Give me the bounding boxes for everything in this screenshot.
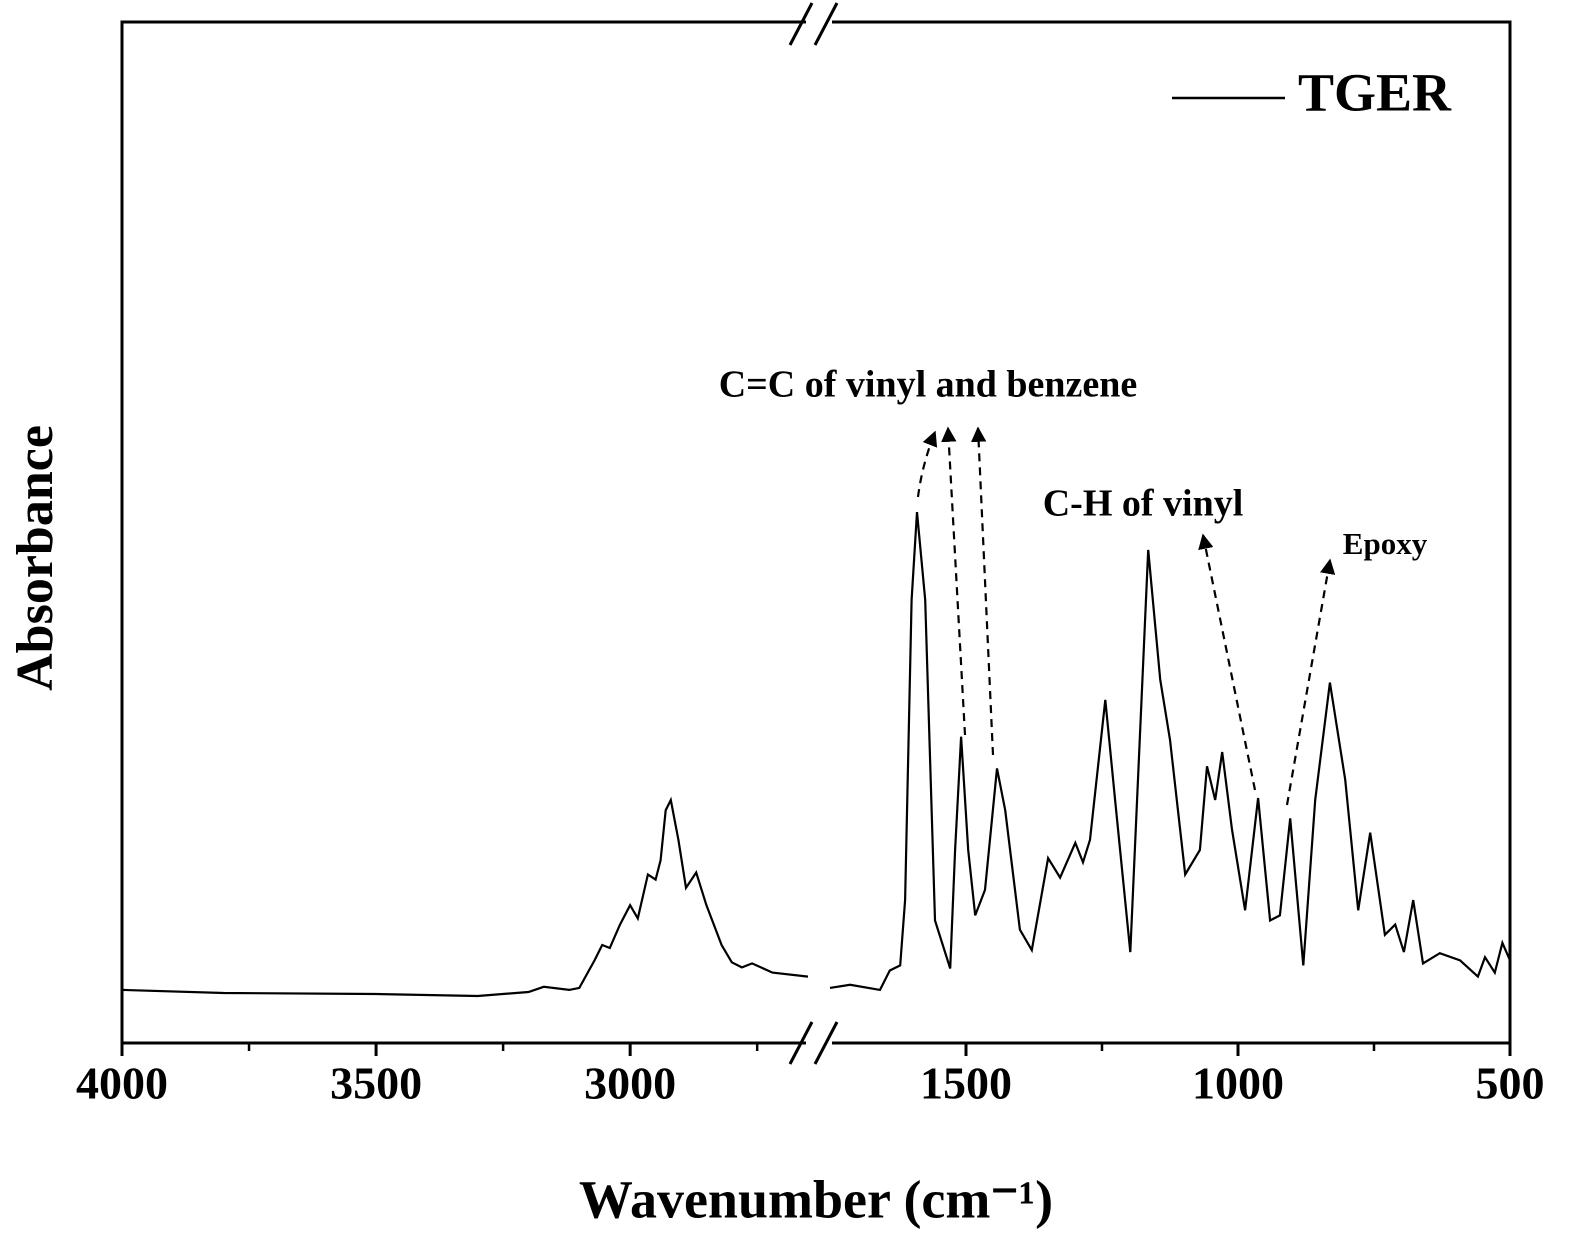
axis-break-marks (788, 2, 839, 1065)
x-tick-label: 500 (1476, 1058, 1545, 1109)
x-tick-label: 4000 (76, 1058, 168, 1109)
x-tick-label: 1000 (1192, 1058, 1284, 1109)
x-tick-label: 3000 (584, 1058, 676, 1109)
annotation-arrows (916, 426, 1336, 806)
x-tick-label: 3500 (330, 1058, 422, 1109)
annotation: C=C of vinyl and benzene (719, 364, 1138, 406)
spectrum-line (121, 796, 809, 998)
spectrum-line (829, 511, 1512, 992)
legend-label: TGER (1298, 62, 1452, 122)
plot-frame (120, 20, 1512, 1045)
annotation: Epoxy (1343, 526, 1428, 561)
x-tick-label: 1500 (920, 1058, 1012, 1109)
x-axis-label: Wavenumber (cm⁻¹) (579, 1169, 1053, 1229)
annotation: C-H of vinyl (1043, 483, 1244, 525)
y-axis-label: Absorbance (7, 425, 64, 691)
break-gap-bottom (806, 1031, 832, 1055)
